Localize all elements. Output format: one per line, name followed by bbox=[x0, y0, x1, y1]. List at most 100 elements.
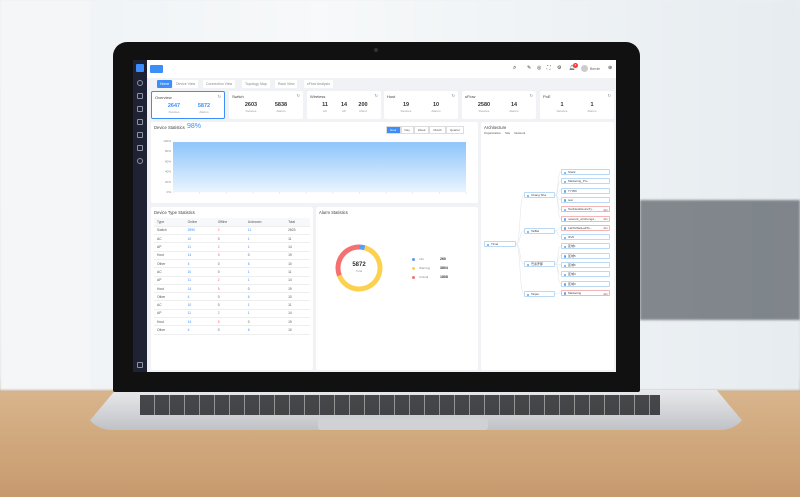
summary-card[interactable]: Host ↻ 19 Devices 10 Alarms bbox=[384, 91, 458, 119]
summary-card[interactable]: sFlow ↻ 2580 Devices 14 Alarms bbox=[462, 91, 536, 119]
tab-topology-map[interactable]: Topology Map bbox=[242, 80, 270, 88]
tree-network[interactable]: LabTelNetLabTo... ●●● bbox=[561, 224, 610, 231]
sidebar-settings-icon[interactable] bbox=[137, 158, 143, 164]
table-cell[interactable]: 1 bbox=[244, 234, 286, 244]
network-icon[interactable]: ◎ bbox=[537, 65, 542, 71]
tree-network[interactable]: TestNewDeviceTy... ●●● bbox=[561, 206, 610, 213]
table-cell[interactable]: 5 bbox=[214, 284, 245, 294]
range-week[interactable]: Week bbox=[413, 126, 430, 134]
user-name[interactable]: Bernie bbox=[590, 66, 601, 71]
refresh-icon[interactable]: ↻ bbox=[374, 93, 378, 98]
tab-home[interactable]: Home bbox=[157, 80, 173, 88]
table-cell[interactable]: 0 bbox=[244, 251, 286, 261]
table-cell[interactable]: 0 bbox=[214, 325, 245, 335]
table-cell[interactable]: 10 bbox=[184, 234, 215, 244]
tab-rack-view[interactable]: Rack View bbox=[275, 80, 298, 88]
tree-network[interactable]: 区域4 bbox=[561, 271, 610, 278]
tree-network[interactable]: 区域6 bbox=[561, 262, 610, 268]
table-cell[interactable]: 0 bbox=[214, 259, 245, 269]
tree-site[interactable]: Taipei bbox=[524, 291, 555, 297]
table-cell[interactable]: 1 bbox=[244, 276, 286, 285]
sidebar-dashboard-icon[interactable] bbox=[137, 80, 143, 86]
table-cell[interactable]: 10 bbox=[184, 300, 215, 310]
tree-network[interactable]: TY350 bbox=[561, 187, 610, 194]
tools-icon[interactable]: ✎ bbox=[527, 65, 532, 71]
tree-site[interactable]: Chang Sha bbox=[524, 192, 555, 198]
tree-network[interactable]: Marketing ●●● bbox=[561, 289, 610, 296]
refresh-icon[interactable]: ↻ bbox=[607, 93, 611, 98]
range-day[interactable]: Day bbox=[400, 126, 414, 134]
globe-icon[interactable]: ⊕ bbox=[608, 65, 613, 71]
sidebar-device-icon[interactable] bbox=[137, 106, 143, 112]
fullscreen-icon[interactable]: ⛶ bbox=[547, 65, 551, 71]
range-hour[interactable]: Hour bbox=[386, 126, 401, 134]
table-cell[interactable]: 2 bbox=[214, 276, 245, 285]
table-cell[interactable]: 0 bbox=[214, 267, 245, 277]
table-cell[interactable]: 5 bbox=[214, 251, 245, 261]
summary-card[interactable]: Wireless ↻ 11 AC 14 AP 200 Client bbox=[307, 91, 381, 119]
summary-card[interactable]: PoE ↻ 1 Devices 1 Alarms bbox=[540, 91, 614, 119]
tree-network[interactable]: network_xinchengd... ●●● bbox=[561, 215, 610, 222]
table-cell[interactable]: 5 bbox=[214, 317, 245, 327]
table-cell[interactable]: 0 bbox=[214, 234, 245, 244]
table-cell[interactable]: 2 bbox=[214, 242, 245, 252]
table-cell[interactable]: 1 bbox=[244, 300, 286, 310]
tree-network[interactable]: 区域3 bbox=[561, 280, 610, 287]
refresh-icon[interactable]: ↻ bbox=[296, 93, 300, 98]
table-cell[interactable]: 0 bbox=[214, 292, 245, 302]
table-cell[interactable]: 0 bbox=[244, 317, 286, 327]
search-icon[interactable]: ⌕ bbox=[513, 65, 517, 71]
table-cell[interactable]: 2 bbox=[214, 226, 245, 236]
sidebar-list-icon[interactable] bbox=[137, 119, 143, 125]
table-cell[interactable]: 14 bbox=[184, 284, 215, 294]
table-cell[interactable]: 0 bbox=[214, 300, 245, 310]
table-cell[interactable]: 6 bbox=[244, 259, 286, 269]
tree-network[interactable]: Stack bbox=[561, 169, 610, 175]
table-cell[interactable]: 6 bbox=[244, 292, 286, 302]
refresh-icon[interactable]: ↻ bbox=[451, 93, 455, 98]
sidebar-monitor-icon[interactable] bbox=[137, 93, 143, 99]
table-cell[interactable]: 2 bbox=[214, 309, 245, 319]
tab-connection-view[interactable]: Connection View bbox=[203, 80, 236, 88]
menu-toggle-button[interactable] bbox=[150, 65, 163, 73]
summary-card[interactable]: Overview ↻ 2647 Devices 5872 Alarms bbox=[151, 91, 225, 119]
table-cell[interactable]: 10 bbox=[184, 267, 215, 277]
refresh-icon[interactable]: ↻ bbox=[217, 94, 221, 99]
legend-organization: Organization bbox=[484, 131, 502, 135]
table-cell[interactable]: 4 bbox=[184, 259, 215, 269]
tree-network[interactable]: 区域5 bbox=[561, 252, 610, 259]
table-cell[interactable]: 1 bbox=[244, 267, 286, 277]
table-cell[interactable]: 4 bbox=[184, 325, 215, 335]
table-cell[interactable]: 11 bbox=[184, 242, 215, 252]
sidebar-mail-icon[interactable] bbox=[137, 145, 143, 151]
sidebar-lock-icon[interactable] bbox=[137, 362, 143, 368]
refresh-icon[interactable]: ↻ bbox=[529, 93, 533, 98]
table-cell[interactable]: 6 bbox=[244, 325, 286, 335]
tab-device-view[interactable]: Device View bbox=[173, 80, 199, 88]
table-cell[interactable]: 14 bbox=[184, 251, 215, 261]
table-cell[interactable]: 1 bbox=[244, 242, 286, 252]
table-cell[interactable]: 1 bbox=[244, 309, 286, 319]
tree-network[interactable]: IPv6 bbox=[561, 234, 610, 241]
table-cell[interactable]: 0 bbox=[244, 284, 286, 294]
avatar[interactable] bbox=[581, 65, 588, 72]
tree-network[interactable]: test bbox=[561, 196, 610, 203]
tree-site[interactable]: 巴塞罗那 bbox=[524, 261, 555, 267]
tab-sflow-analysis[interactable]: sFlow Analysis bbox=[304, 80, 333, 88]
summary-card[interactable]: Switch ↻ 2603 Devices 5838 Alarms bbox=[229, 91, 303, 119]
table-cell[interactable]: 2590 bbox=[184, 226, 215, 236]
range-quarter[interactable]: Quarter bbox=[445, 126, 464, 134]
table-cell[interactable]: 11 bbox=[184, 276, 215, 285]
table-cell[interactable]: 11 bbox=[184, 309, 215, 319]
table-cell[interactable]: 14 bbox=[184, 317, 215, 327]
settings-icon[interactable]: ⚙ bbox=[557, 65, 562, 71]
tree-site[interactable]: TaiBei bbox=[524, 228, 555, 234]
sidebar-alarm-icon[interactable] bbox=[137, 132, 143, 138]
tree-root[interactable]: Timel bbox=[484, 241, 516, 247]
tree-network[interactable]: 区域1 bbox=[561, 243, 610, 250]
table-cell[interactable]: 4 bbox=[184, 292, 215, 302]
range-month[interactable]: Month bbox=[429, 126, 446, 134]
bell-icon[interactable]: 🔔︎ bbox=[569, 65, 576, 71]
table-cell[interactable]: 11 bbox=[244, 226, 286, 236]
tree-network[interactable]: Marketing_Pro bbox=[561, 178, 610, 185]
